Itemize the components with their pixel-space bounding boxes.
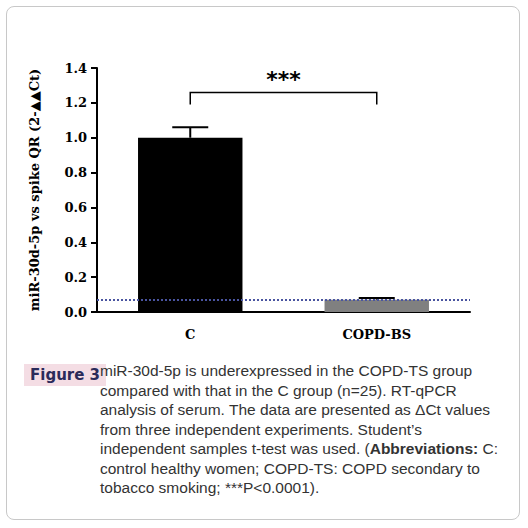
svg-text:1.2: 1.2 xyxy=(64,95,87,110)
svg-text:1.4: 1.4 xyxy=(64,61,87,76)
svg-text:1.0: 1.0 xyxy=(64,130,87,145)
svg-text:C: C xyxy=(185,327,195,342)
svg-text:0.8: 0.8 xyxy=(64,165,87,180)
svg-text:***: *** xyxy=(266,67,301,92)
svg-text:miR-30d-5p vs spike QR (2-▲▲Ct: miR-30d-5p vs spike QR (2-▲▲Ct) xyxy=(27,69,42,311)
svg-text:0.2: 0.2 xyxy=(64,270,87,285)
svg-text:COPD-BS: COPD-BS xyxy=(342,327,411,342)
svg-text:0.0: 0.0 xyxy=(64,305,87,320)
svg-text:0.6: 0.6 xyxy=(64,200,87,215)
svg-text:0.4: 0.4 xyxy=(64,235,87,250)
html-text:Figure 3miR-30d-5p is underexp: Figure 3miR-30d-5p is underexpressed in … xyxy=(30,362,498,496)
